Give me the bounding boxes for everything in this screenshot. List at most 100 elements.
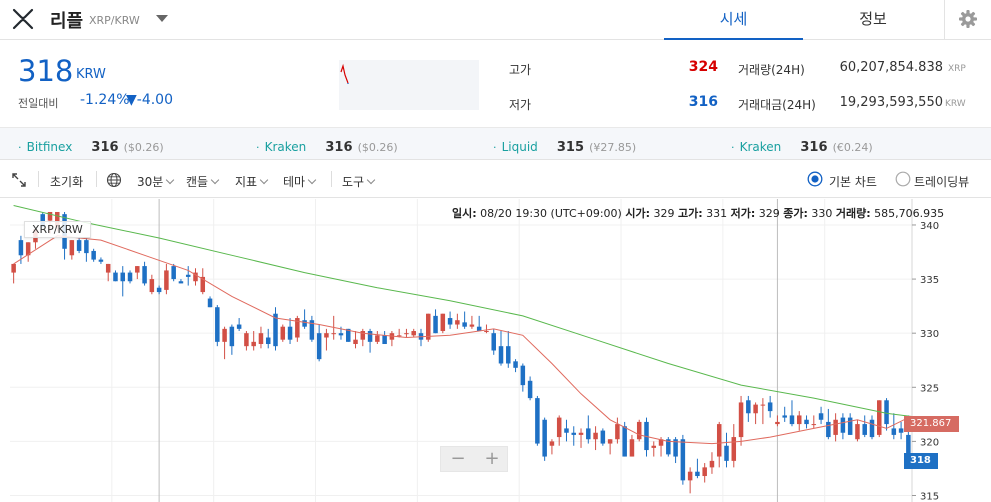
candle-body: [804, 419, 809, 425]
candle-body: [40, 214, 45, 228]
basic-chart-label[interactable]: 기본 차트: [829, 175, 877, 189]
candle-body: [738, 402, 744, 438]
fullscreen-icon[interactable]: [12, 173, 26, 187]
chevron-down-icon: [259, 175, 269, 185]
dot-icon: ·: [18, 141, 22, 154]
coin-pair[interactable]: XRP/KRW: [89, 14, 140, 27]
candle-body: [69, 240, 75, 256]
candle-body: [404, 333, 409, 335]
ma-price-tag: 321.867: [904, 416, 959, 432]
candle-dropdown[interactable]: 캔들: [186, 173, 220, 190]
change-label: 전일대비: [18, 97, 59, 110]
candle-body: [513, 361, 518, 368]
zoom-controls: − +: [440, 446, 508, 472]
tab-info[interactable]: 정보: [859, 10, 887, 28]
candle-body: [127, 272, 133, 282]
settings-button[interactable]: [944, 0, 991, 40]
tools-dropdown[interactable]: 도구: [342, 173, 376, 190]
candle-body: [869, 419, 875, 438]
candle-body: [433, 315, 438, 334]
time-label: 일시:: [452, 207, 477, 220]
candle-body: [476, 326, 482, 332]
chart-grid: [10, 199, 913, 502]
candle-body: [142, 266, 147, 284]
ticker-item: · Bitfinex 316 ($0.26): [18, 136, 164, 155]
ticker-item: · Kraken 316 ($0.26): [256, 136, 398, 155]
candle-body: [535, 398, 540, 444]
top-header: [0, 0, 991, 40]
candle-body: [833, 419, 838, 435]
candle-body: [411, 331, 416, 336]
candle-body: [796, 415, 802, 425]
volume-label: 거래량:: [835, 207, 871, 220]
candle-body: [898, 428, 904, 433]
volume-value: 60,207,854.838: [839, 60, 943, 75]
high-value: 324: [688, 59, 718, 75]
y-tick-label: 340: [920, 221, 939, 232]
price-unit: KRW: [76, 67, 106, 82]
candle-body: [135, 266, 140, 273]
candle-body: [149, 279, 155, 293]
candle-body: [847, 417, 853, 435]
radio-basic-chart[interactable]: [807, 171, 823, 187]
dot-icon: ·: [731, 141, 735, 154]
zoom-in-button[interactable]: +: [484, 448, 500, 469]
candle-body: [724, 445, 729, 461]
tradingview-label[interactable]: 트레이딩뷰: [914, 175, 970, 189]
candle-body: [658, 439, 664, 446]
candles: [11, 211, 911, 494]
candle-body: [622, 426, 627, 457]
chart-toolbar: [0, 160, 991, 198]
candle-body: [375, 335, 380, 342]
interval-label: 30분: [137, 175, 164, 189]
candle-body: [236, 324, 242, 329]
exchange-name: Liquid: [501, 140, 538, 154]
reset-button[interactable]: 초기화: [50, 175, 84, 189]
candle-body: [353, 339, 358, 345]
candle-body: [884, 400, 889, 425]
exchange-name: Bitfinex: [26, 140, 73, 154]
chevron-down-icon: [166, 175, 175, 185]
candle-body: [76, 240, 82, 251]
chevron-down-icon[interactable]: [156, 15, 168, 22]
candle-body: [171, 266, 176, 280]
candle-body: [367, 331, 373, 342]
chevron-down-icon: [366, 175, 376, 185]
moving-averages: [13, 205, 938, 445]
candle-body: [25, 242, 31, 256]
candle-body: [98, 259, 104, 262]
candle-body: [120, 272, 126, 282]
candle-body: [556, 417, 562, 438]
candle-body: [564, 428, 569, 433]
volume-label: 거래량(24H): [738, 63, 805, 77]
tab-sise[interactable]: 시세: [664, 0, 803, 40]
moving-average-long: [13, 205, 938, 421]
radio-tradingview[interactable]: [895, 171, 911, 187]
time-value: 08/20 19:30 (UTC+09:00): [480, 207, 622, 220]
candle-body: [877, 400, 882, 435]
theme-dropdown[interactable]: 테마: [283, 173, 317, 190]
coin-name[interactable]: 리플: [50, 11, 84, 32]
interval-dropdown[interactable]: 30분: [137, 173, 175, 190]
candle-body: [324, 333, 329, 338]
candlestick-chart[interactable]: 315 320 325 330 335 340: [0, 199, 991, 502]
candle-body: [55, 211, 60, 228]
zoom-out-button[interactable]: −: [450, 448, 466, 469]
candle-body: [593, 432, 598, 440]
candle-body: [207, 298, 213, 308]
globe-icon[interactable]: [106, 172, 122, 188]
volume-unit: XRP: [948, 64, 966, 74]
candle-body: [586, 428, 591, 440]
candle-body: [680, 439, 686, 481]
series-label: XRP/KRW: [24, 221, 91, 238]
y-tick-label: 320: [920, 437, 939, 448]
close-label: 종가:: [783, 207, 808, 220]
indicator-dropdown[interactable]: 지표: [235, 173, 269, 190]
moving-average-short: [13, 235, 938, 445]
candle-body: [345, 328, 351, 342]
y-axis: 315 320 325 330 335 340: [912, 221, 939, 502]
candle-body: [506, 346, 511, 364]
amount-value: 19,293,593,550: [839, 95, 943, 110]
candle-body: [811, 424, 817, 426]
candle-body: [178, 281, 184, 284]
